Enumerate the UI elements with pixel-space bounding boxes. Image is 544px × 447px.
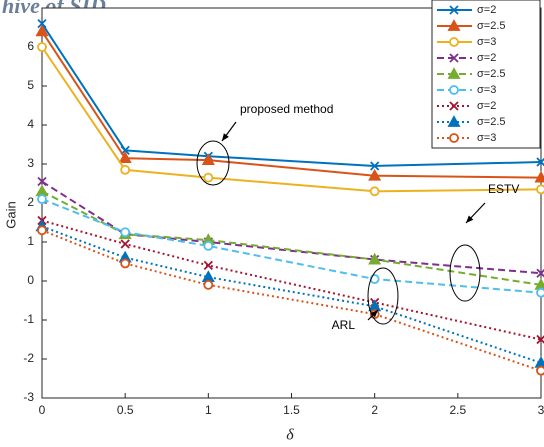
marker — [120, 258, 131, 269]
legend-marker — [449, 53, 459, 63]
annotation-ellipse — [449, 244, 481, 302]
series-line — [41, 225, 542, 364]
series-line — [41, 198, 542, 294]
marker — [120, 227, 131, 238]
y-tick-label: 1 — [27, 234, 34, 248]
marker — [35, 24, 49, 37]
marker — [37, 42, 47, 52]
legend-label: σ=2 — [477, 4, 496, 16]
marker — [368, 168, 382, 181]
legend-marker — [449, 85, 459, 95]
marker — [203, 279, 214, 290]
marker — [37, 18, 47, 29]
marker — [203, 240, 214, 251]
x-tick-label: 0 — [39, 403, 46, 417]
marker — [118, 151, 132, 164]
y-tick-label: 4 — [27, 117, 34, 131]
y-tick-label: 5 — [27, 78, 34, 92]
x-tick-label: 0.5 — [117, 403, 134, 417]
y-tick-label: -3 — [23, 390, 34, 404]
marker — [203, 172, 214, 183]
annotation-ellipse — [367, 267, 399, 325]
marker — [37, 225, 47, 236]
y-axis-label: Gain — [3, 201, 18, 228]
annotation: proposed method — [240, 102, 333, 116]
y-tick-label: 2 — [27, 195, 34, 209]
y-tick-label: 3 — [27, 156, 34, 170]
x-tick-label: 2.5 — [449, 403, 466, 417]
legend-label: σ=2 — [477, 100, 496, 112]
marker — [368, 252, 382, 265]
annotation: ESTV — [488, 182, 519, 196]
legend-marker — [447, 19, 461, 31]
legend-label: σ=3 — [477, 36, 496, 48]
legend-label: σ=2.5 — [477, 116, 506, 128]
annotation-arrowhead — [466, 215, 474, 223]
legend-label: σ=2 — [477, 52, 496, 64]
y-tick-label: -1 — [23, 312, 34, 326]
legend-label: σ=3 — [477, 84, 496, 96]
legend-marker — [449, 5, 459, 15]
legend-marker — [447, 115, 461, 127]
x-axis-label: δ — [286, 427, 294, 444]
legend-label: σ=2.5 — [477, 68, 506, 80]
y-tick-label: 0 — [27, 273, 34, 287]
marker — [120, 164, 131, 175]
marker — [120, 239, 130, 249]
legend-marker — [449, 37, 459, 47]
x-tick-label: 1.5 — [283, 403, 300, 417]
x-tick-label: 2 — [371, 403, 378, 417]
annotation-ellipse — [196, 140, 230, 186]
x-tick-label: 3 — [538, 403, 544, 417]
marker — [203, 260, 213, 271]
annotation: ARL — [332, 318, 356, 332]
legend-marker — [449, 101, 459, 111]
legend-marker — [449, 133, 459, 143]
marker — [37, 176, 47, 187]
marker — [369, 186, 380, 197]
y-tick-label: 6 — [27, 39, 34, 53]
marker — [370, 161, 380, 171]
marker — [536, 287, 544, 298]
y-tick-label: -2 — [23, 351, 34, 365]
annotation-arrowhead — [222, 133, 229, 141]
annotation-arrowhead — [370, 310, 378, 318]
x-tick-label: 1 — [205, 403, 212, 417]
marker — [201, 153, 215, 165]
marker — [536, 184, 544, 195]
marker — [536, 365, 544, 376]
legend-marker — [447, 67, 461, 79]
marker — [37, 194, 47, 205]
legend-label: σ=3 — [477, 132, 496, 144]
legend-label: σ=2.5 — [477, 20, 506, 32]
